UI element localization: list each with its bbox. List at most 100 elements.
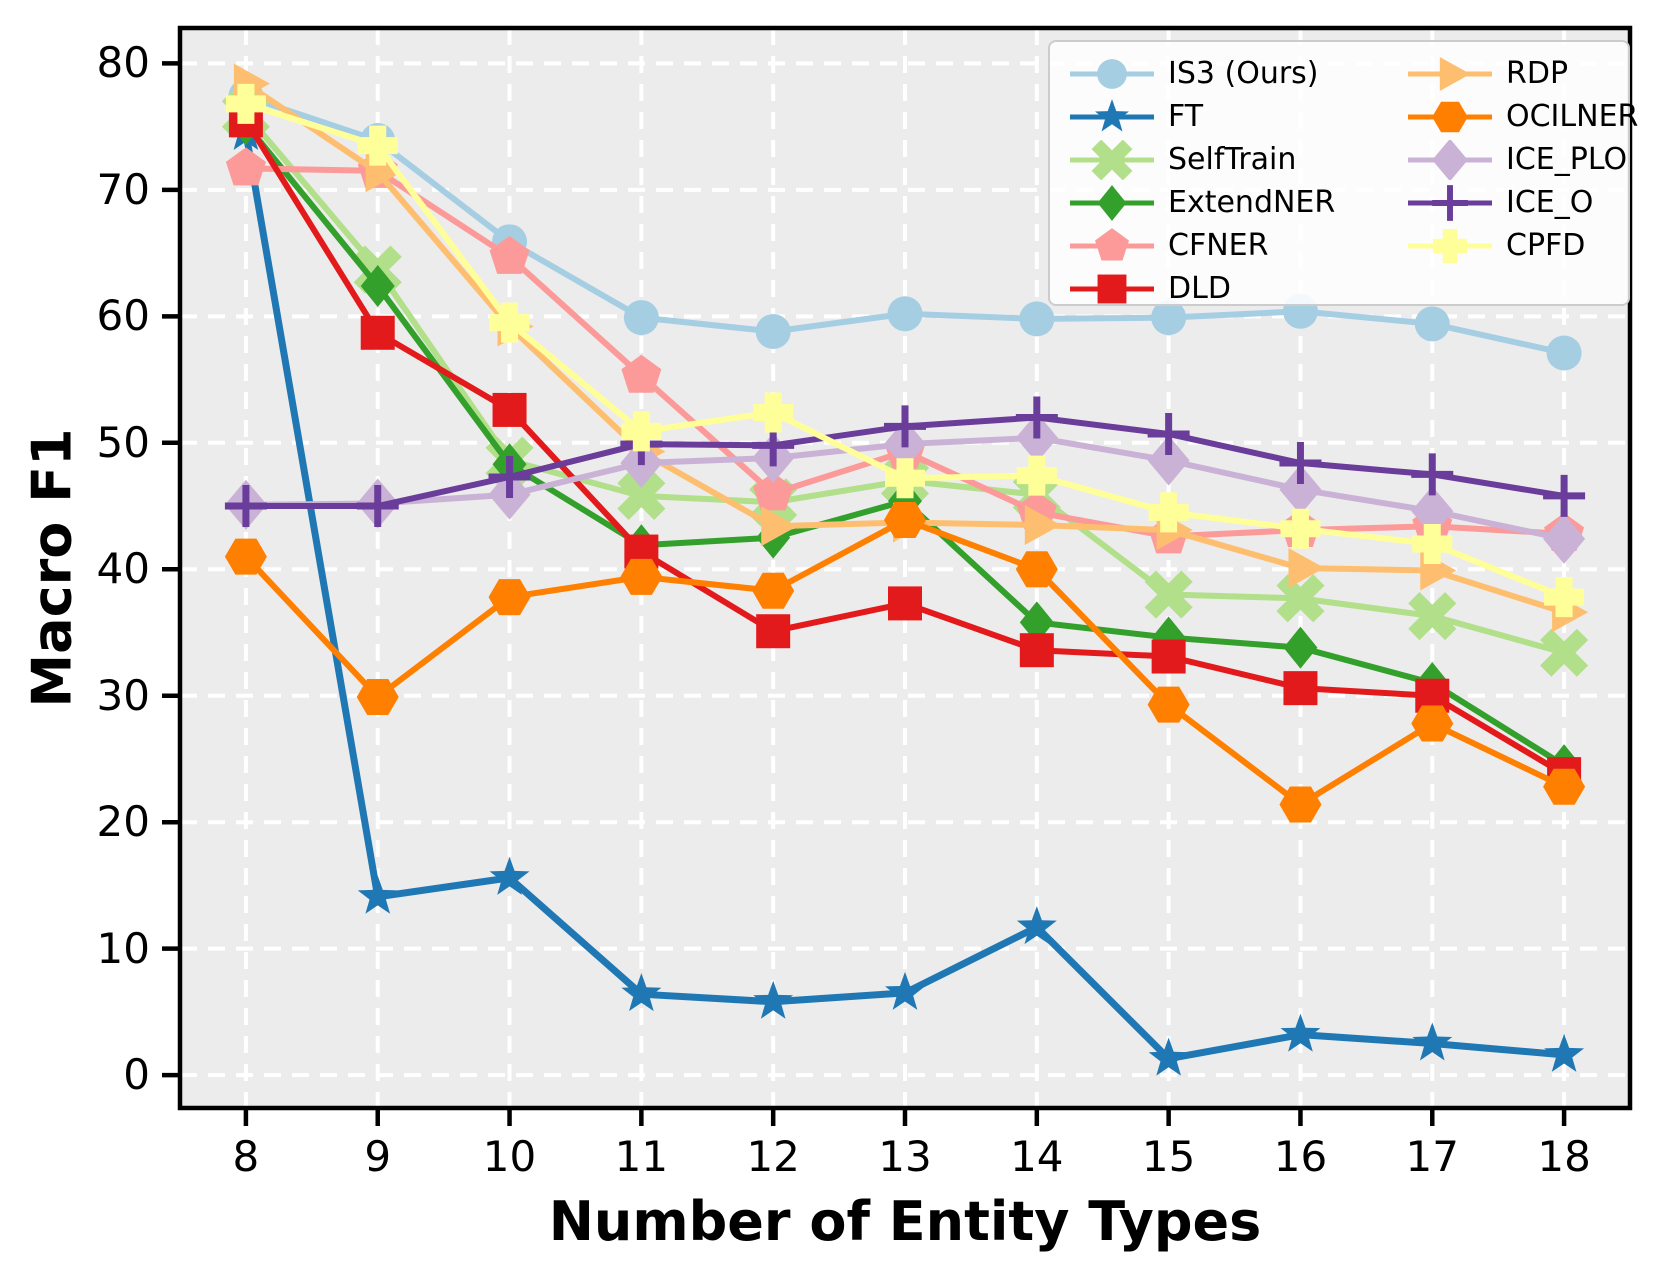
data-point-marker (1279, 464, 1322, 515)
data-point-marker (1544, 577, 1585, 618)
x-tick-label: 18 (1537, 1132, 1591, 1181)
y-tick-label: 50 (96, 417, 150, 467)
data-point-marker (1148, 1037, 1189, 1076)
data-point-marker (1283, 671, 1318, 706)
data-point-marker (755, 314, 791, 350)
data-point-marker (1015, 396, 1058, 439)
legend-item: ICE_PLO (1402, 138, 1638, 181)
x-tick-label: 17 (1405, 1132, 1459, 1181)
data-point-marker (1151, 300, 1187, 336)
y-tick-label: 30 (96, 670, 150, 720)
data-point-marker (761, 506, 798, 547)
legend-item: DLD (1064, 267, 1335, 310)
series-cpfd (225, 83, 1585, 618)
x-tick-label: 13 (878, 1132, 932, 1181)
legend-item-label: CPFD (1506, 228, 1586, 263)
data-point-marker (1543, 474, 1586, 517)
data-point-marker (1016, 455, 1057, 496)
data-point-marker (1411, 453, 1454, 496)
data-point-marker (1015, 551, 1058, 588)
data-point-marker (1144, 570, 1193, 619)
pentagon-legend-icon (1064, 226, 1160, 266)
data-point-marker (885, 458, 925, 499)
data-point-marker (489, 302, 530, 343)
plus-filled-legend-icon (1402, 226, 1498, 266)
data-point-marker (621, 973, 662, 1012)
data-point-marker (357, 125, 398, 166)
data-point-marker (1283, 626, 1318, 669)
data-point-marker (884, 405, 926, 448)
legend-item: ICE_O (1402, 181, 1638, 224)
x-axis-title: Number of Entity Types (548, 1190, 1262, 1253)
data-point-marker (623, 300, 659, 336)
data-point-marker (360, 264, 395, 307)
data-point-marker (1412, 1022, 1453, 1061)
legend-item: ExtendNER (1064, 181, 1335, 224)
data-point-marker (753, 392, 794, 433)
x-tick-label: 14 (1010, 1132, 1064, 1181)
data-point-marker (1019, 601, 1054, 644)
x-tick-label: 10 (482, 1132, 537, 1181)
data-point-marker (1544, 1033, 1585, 1072)
legend-item: CPFD (1402, 224, 1638, 267)
data-point-marker (1280, 1013, 1321, 1052)
data-point-marker (489, 856, 530, 895)
legend-item-label: RDP (1506, 56, 1569, 91)
data-point-marker (753, 980, 794, 1019)
y-tick-label: 20 (96, 797, 150, 847)
data-point-marker (1019, 633, 1054, 668)
legend-item-label: OCILNER (1506, 99, 1639, 134)
x-tick-label: 16 (1273, 1132, 1328, 1181)
data-point-marker (1148, 492, 1189, 533)
legend-item: CFNER (1064, 224, 1335, 267)
data-point-marker (888, 586, 922, 621)
legend-item-label: ExtendNER (1168, 185, 1336, 220)
data-point-marker (357, 875, 398, 914)
data-point-marker (1147, 412, 1190, 455)
data-point-marker (1276, 574, 1325, 623)
data-point-marker (1540, 628, 1589, 677)
data-point-marker (887, 296, 923, 332)
data-point-marker (224, 485, 267, 528)
data-point-marker (620, 558, 663, 595)
legend-item-label: DLD (1168, 271, 1231, 306)
data-point-marker (621, 354, 662, 393)
data-point-marker (1147, 686, 1190, 723)
y-tick-label: 10 (96, 923, 150, 973)
data-point-marker (1411, 486, 1454, 537)
data-point-marker (1411, 705, 1454, 742)
legend-item-label: ICE_O (1506, 185, 1594, 220)
legend-item-label: CFNER (1168, 228, 1269, 263)
legend-item-label: SelfTrain (1168, 142, 1297, 177)
data-point-marker (356, 485, 399, 528)
data-point-marker (1147, 435, 1190, 486)
data-point-marker (1288, 548, 1325, 588)
data-point-marker (225, 147, 266, 186)
legend-column-1: IS3 (Ours) FT SelfTrain ExtendNER CFNER DLD (1064, 52, 1335, 310)
y-tick-label: 60 (96, 291, 150, 341)
x-tick-label: 15 (1141, 1132, 1196, 1181)
star-legend-icon (1064, 97, 1160, 137)
legend-item-label: FT (1168, 99, 1204, 134)
legend-column-2: RDP OCILNER ICE_PLO ICE_O CPFD (1402, 52, 1638, 267)
series-ice-plo (224, 412, 1586, 564)
data-point-marker (1414, 306, 1450, 342)
data-point-marker (1543, 513, 1586, 564)
data-point-marker (488, 579, 531, 616)
data-point-marker (753, 472, 794, 511)
data-point-marker (617, 471, 666, 520)
data-point-marker (1546, 335, 1582, 371)
data-point-marker (1412, 523, 1453, 564)
legend-item-label: ICE_PLO (1506, 142, 1628, 177)
data-point-marker (360, 315, 395, 350)
legend-item-label: IS3 (Ours) (1168, 56, 1319, 91)
y-tick-label: 0 (123, 1050, 150, 1100)
data-point-marker (1543, 768, 1586, 805)
x-tick-label: 11 (614, 1132, 669, 1181)
legend-item: RDP (1402, 52, 1638, 95)
y-tick-label: 40 (96, 544, 150, 594)
y-tick-label: 70 (96, 164, 150, 214)
data-point-marker (1279, 442, 1322, 485)
legend-item: FT (1064, 95, 1335, 138)
